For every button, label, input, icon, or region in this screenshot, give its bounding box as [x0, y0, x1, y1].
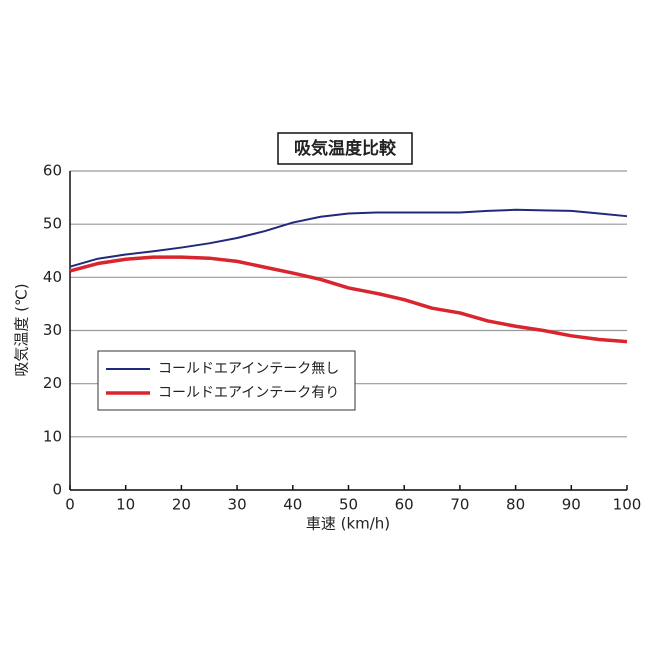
x-tick-label: 0: [65, 496, 75, 514]
title-box: [277, 132, 413, 165]
x-tick-label: 70: [450, 496, 469, 514]
x-tick-label: 60: [395, 496, 414, 514]
legend-box: [97, 350, 356, 411]
series-line: [69, 208, 628, 268]
series-line: [69, 255, 628, 344]
x-tick-label: 20: [172, 496, 191, 514]
chart-title: 吸気温度比較: [294, 138, 397, 159]
x-tick-label: 30: [228, 496, 247, 514]
x-tick-label: 90: [562, 496, 581, 514]
y-tick-label: 40: [43, 268, 62, 286]
y-tick-label: 30: [43, 321, 62, 339]
y-axis-label: 吸気温度 (℃): [13, 283, 31, 376]
x-tick-label: 80: [506, 496, 525, 514]
y-tick-label: 50: [43, 215, 62, 233]
x-tick-label: 10: [116, 496, 135, 514]
y-tick-label: 60: [43, 162, 62, 180]
x-tick-label: 50: [339, 496, 358, 514]
y-tick-label: 10: [43, 427, 62, 445]
x-tick-label: 100: [613, 496, 642, 514]
legend-label: コールドエアインテーク有り: [158, 385, 339, 401]
x-tick-label: 40: [283, 496, 302, 514]
legend-label: コールドエアインテーク無し: [158, 361, 339, 377]
y-tick-label: 20: [43, 374, 62, 392]
y-tick-label: 0: [52, 481, 62, 499]
x-axis-label: 車速 (km/h): [306, 515, 390, 533]
